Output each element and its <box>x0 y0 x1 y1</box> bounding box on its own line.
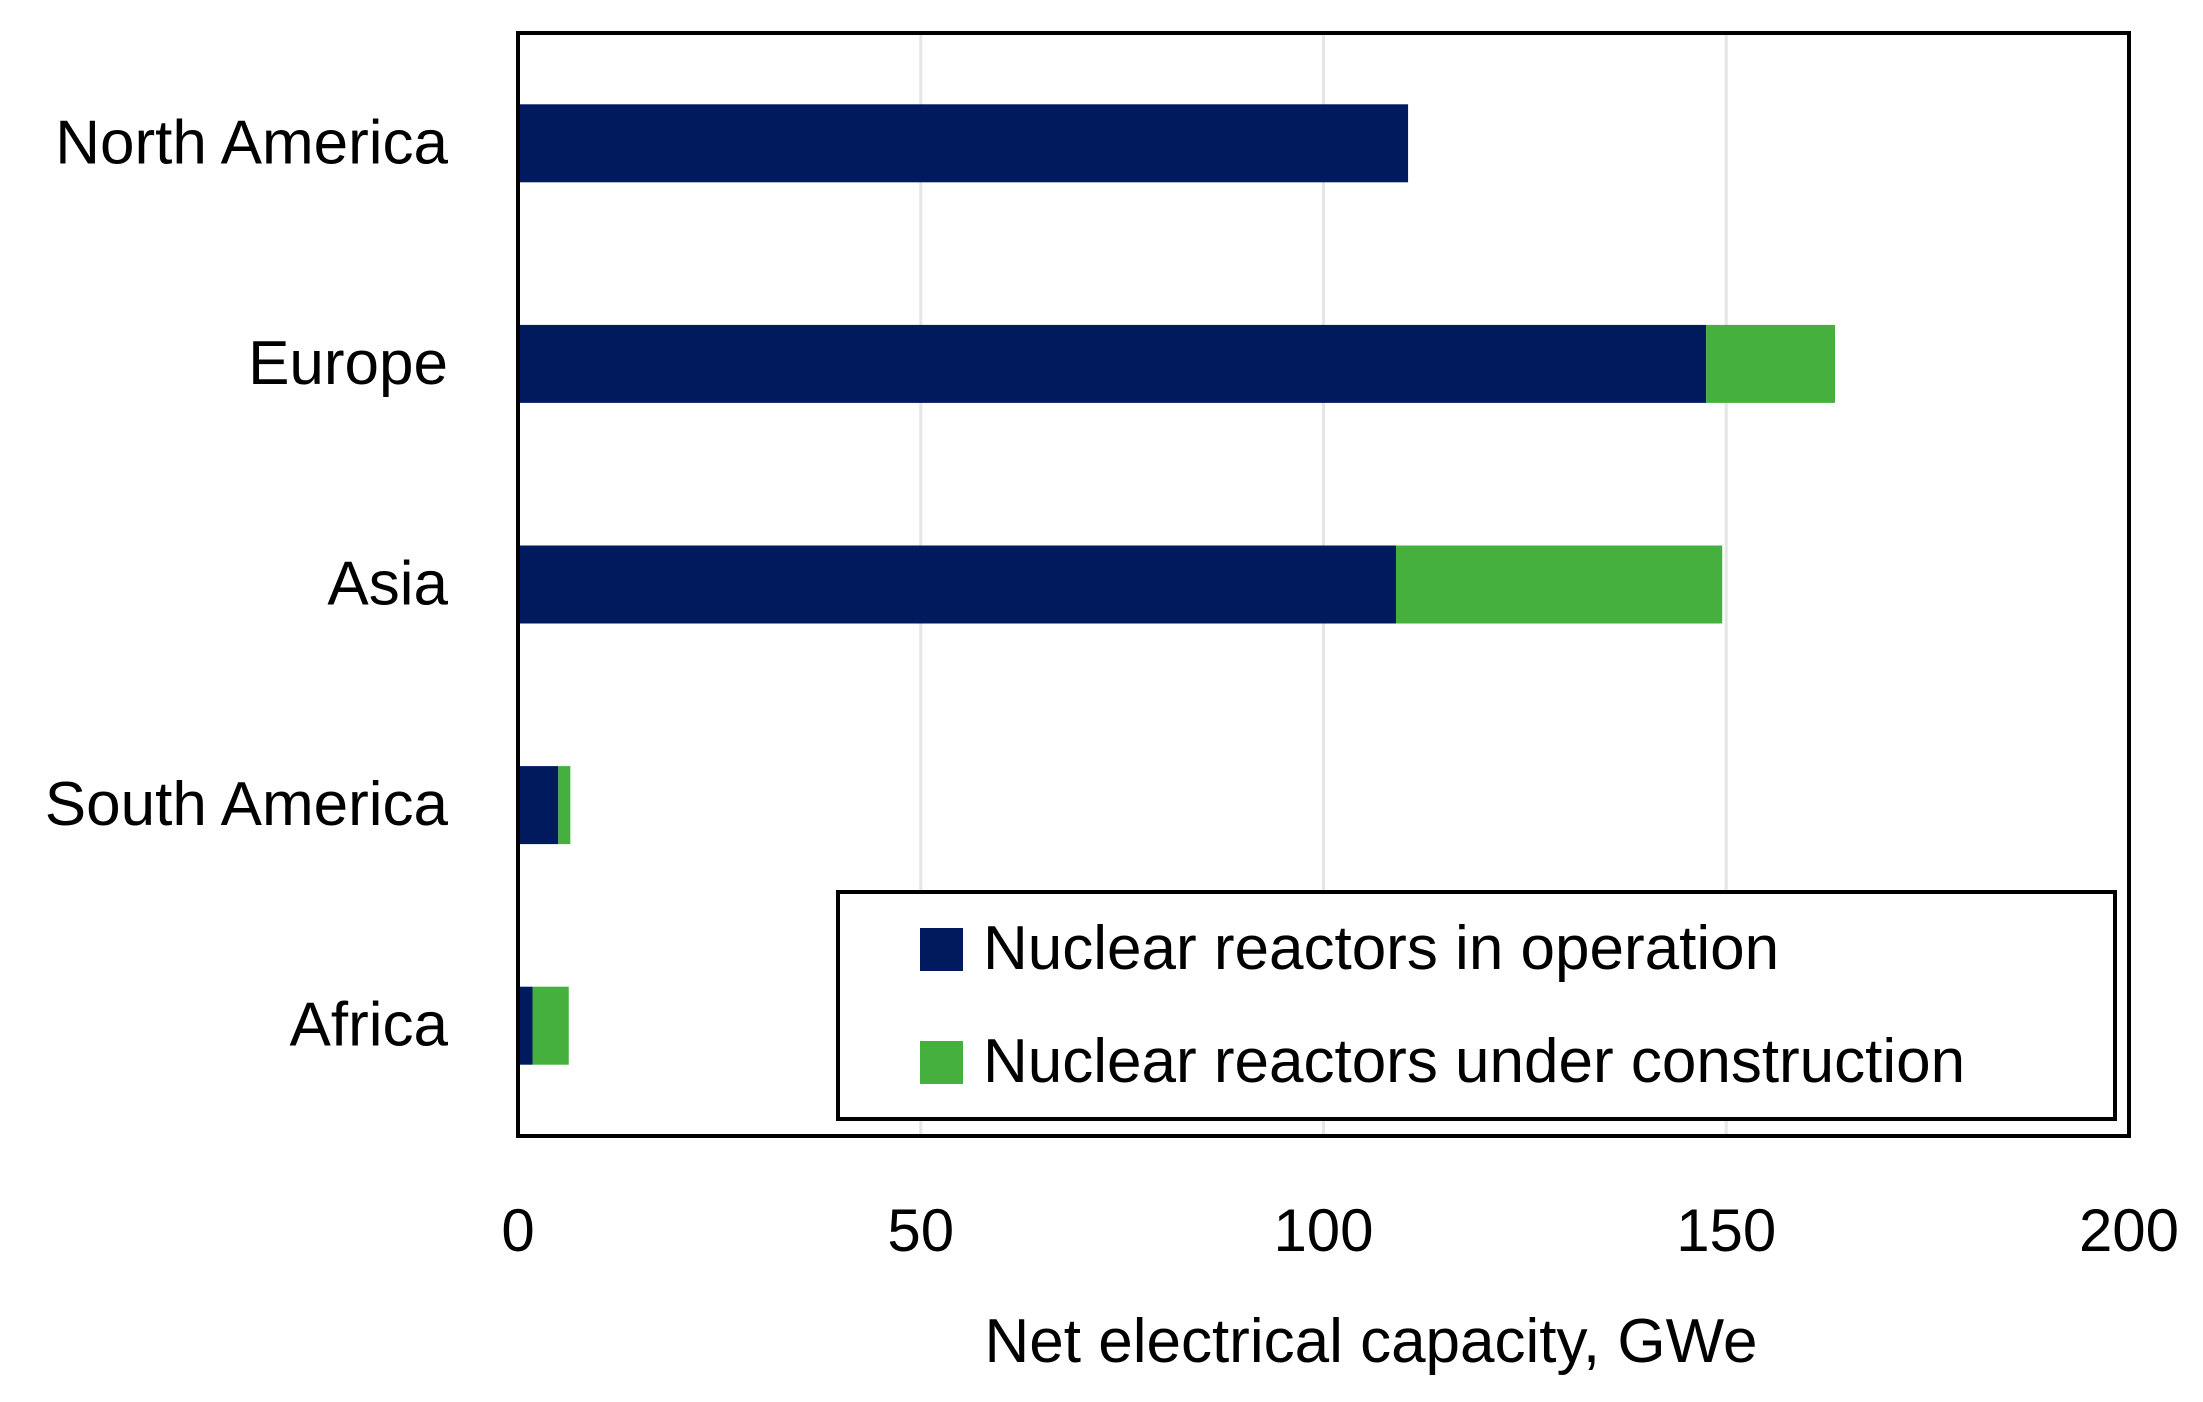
legend-swatch-operation <box>920 928 963 971</box>
legend: Nuclear reactors in operation Nuclear re… <box>836 890 2117 1121</box>
bar-operation <box>518 104 1409 183</box>
x-tick-labels: 0 50 100 150 200 <box>501 1197 2179 1264</box>
legend-box <box>836 890 2117 1121</box>
bar-construction <box>532 986 569 1065</box>
category-label: Asia <box>327 550 448 619</box>
x-tick-label: 50 <box>887 1197 954 1264</box>
bar-operation <box>518 986 533 1065</box>
x-tick-label: 150 <box>1676 1197 1776 1264</box>
legend-label-construction: Nuclear reactors under construction <box>983 1027 1965 1096</box>
category-label: Europe <box>248 329 448 398</box>
bar-construction <box>1706 324 1835 403</box>
x-tick-label: 100 <box>1273 1197 1373 1264</box>
category-label: South America <box>45 770 449 839</box>
category-label: Africa <box>290 991 449 1060</box>
legend-swatch-construction <box>920 1041 963 1084</box>
bars <box>518 104 1835 1065</box>
x-tick-label: 0 <box>501 1197 534 1264</box>
x-axis-title: Net electrical capacity, GWe <box>985 1307 1758 1376</box>
plot-area-frame <box>516 31 2131 1138</box>
category-labels: North America Europe Asia South America Afri… <box>45 108 449 1059</box>
bar-operation <box>518 545 1396 624</box>
bar-construction <box>1395 545 1723 624</box>
legend-label-operation: Nuclear reactors in operation <box>983 914 1779 983</box>
bar-construction <box>558 766 571 845</box>
bar-operation <box>518 766 559 845</box>
x-tick-label: 200 <box>2079 1197 2179 1264</box>
category-label: North America <box>55 108 448 177</box>
bar-operation <box>518 324 1707 403</box>
